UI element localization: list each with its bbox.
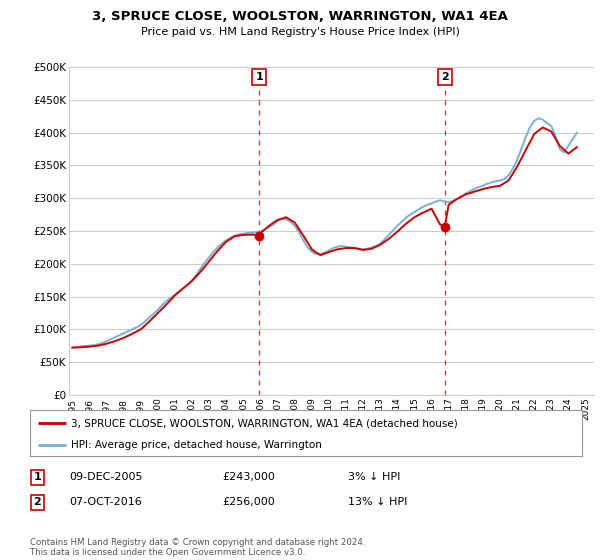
Text: 2: 2 xyxy=(34,497,41,507)
Text: £243,000: £243,000 xyxy=(222,472,275,482)
Text: 07-OCT-2016: 07-OCT-2016 xyxy=(69,497,142,507)
Text: HPI: Average price, detached house, Warrington: HPI: Average price, detached house, Warr… xyxy=(71,440,322,450)
Text: 2: 2 xyxy=(441,72,449,82)
Text: 3, SPRUCE CLOSE, WOOLSTON, WARRINGTON, WA1 4EA: 3, SPRUCE CLOSE, WOOLSTON, WARRINGTON, W… xyxy=(92,10,508,23)
Text: 13% ↓ HPI: 13% ↓ HPI xyxy=(348,497,407,507)
Text: 3, SPRUCE CLOSE, WOOLSTON, WARRINGTON, WA1 4EA (detached house): 3, SPRUCE CLOSE, WOOLSTON, WARRINGTON, W… xyxy=(71,418,458,428)
Text: Contains HM Land Registry data © Crown copyright and database right 2024.
This d: Contains HM Land Registry data © Crown c… xyxy=(30,538,365,557)
Text: 1: 1 xyxy=(255,72,263,82)
Text: 09-DEC-2005: 09-DEC-2005 xyxy=(69,472,143,482)
Text: Price paid vs. HM Land Registry's House Price Index (HPI): Price paid vs. HM Land Registry's House … xyxy=(140,27,460,37)
Text: 1: 1 xyxy=(34,472,41,482)
Text: 3% ↓ HPI: 3% ↓ HPI xyxy=(348,472,400,482)
Text: £256,000: £256,000 xyxy=(222,497,275,507)
